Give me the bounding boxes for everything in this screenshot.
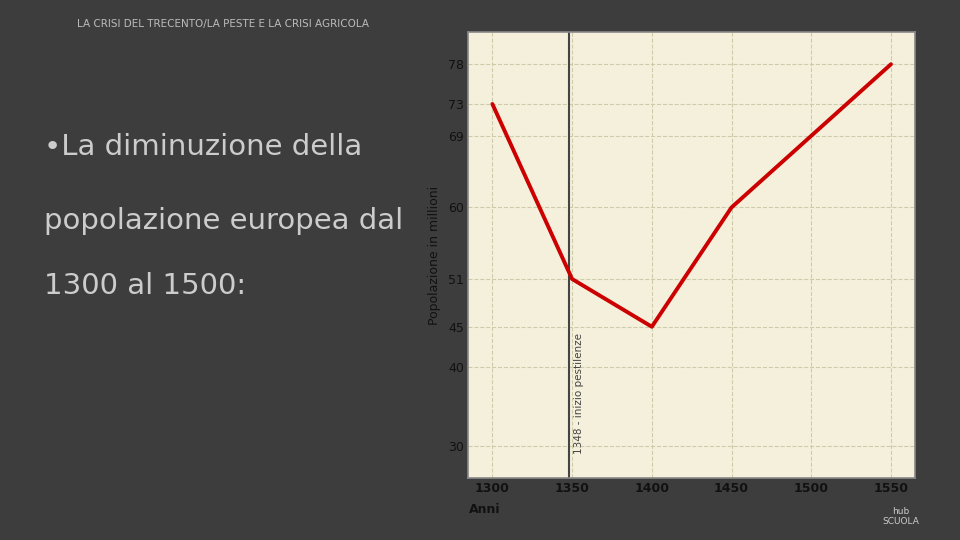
Text: hub
SCUOLA: hub SCUOLA xyxy=(883,507,920,526)
Y-axis label: Popolazione in millioni: Popolazione in millioni xyxy=(428,186,442,325)
Text: Anni: Anni xyxy=(468,503,500,516)
Text: LA CRISI DEL TRECENTO/LA PESTE E LA CRISI AGRICOLA: LA CRISI DEL TRECENTO/LA PESTE E LA CRIS… xyxy=(77,19,369,29)
Text: •La diminuzione della: •La diminuzione della xyxy=(44,133,363,160)
Text: 1300 al 1500:: 1300 al 1500: xyxy=(44,272,247,300)
Text: 1348 - inizio pestilenze: 1348 - inizio pestilenze xyxy=(574,333,584,454)
Text: popolazione europea dal: popolazione europea dal xyxy=(44,207,403,235)
